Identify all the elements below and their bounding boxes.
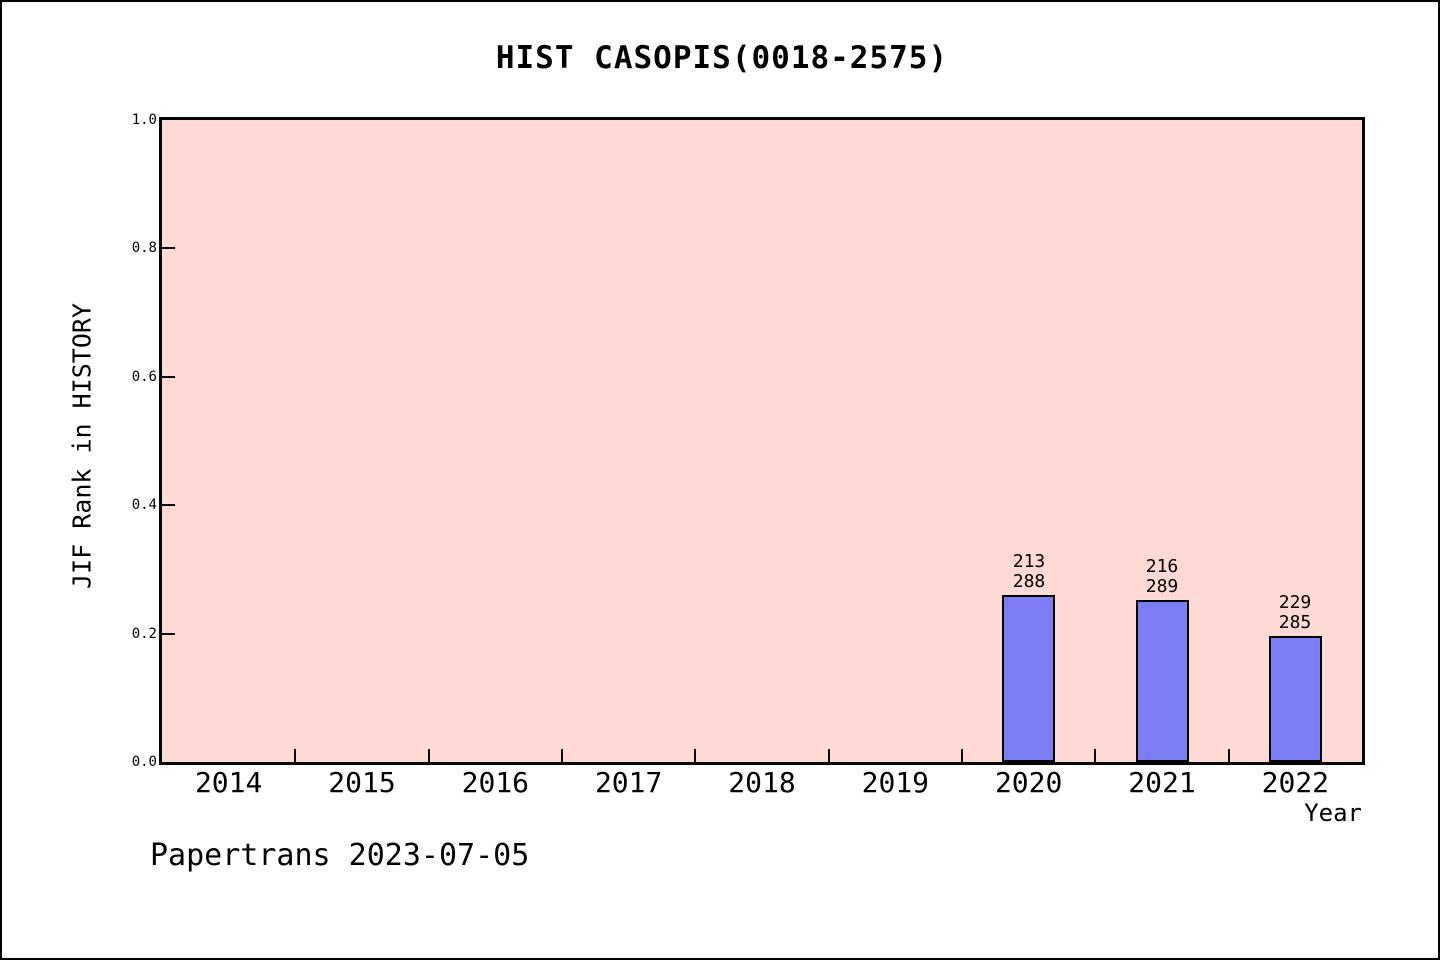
bar-value-label: 229 285 bbox=[1278, 592, 1312, 633]
x-category-label: 2017 bbox=[594, 766, 663, 799]
x-tick-mark bbox=[294, 749, 297, 762]
y-tick-label: 1.0 bbox=[131, 112, 157, 128]
bar-2022 bbox=[1269, 636, 1322, 762]
y-tick-mark bbox=[162, 504, 175, 507]
y-tick-label: 0.0 bbox=[131, 754, 157, 770]
x-tick-mark bbox=[961, 749, 963, 762]
y-tick-label: 0.4 bbox=[131, 497, 157, 514]
x-tick-mark bbox=[1094, 749, 1097, 762]
x-tick-mark bbox=[827, 749, 830, 762]
y-tick-mark bbox=[162, 632, 175, 635]
bar-value-label: 216 289 bbox=[1145, 556, 1179, 597]
y-tick-mark bbox=[162, 247, 175, 250]
plot-area: 213 288 216 289 229 285 bbox=[159, 117, 1365, 765]
chart-title: HIST CASOPIS(0018-2575) bbox=[495, 40, 949, 76]
x-category-label: 2020 bbox=[994, 766, 1063, 799]
bar-2021 bbox=[1136, 600, 1189, 762]
y-axis-label-text: JIF Rank in HISTORY bbox=[67, 303, 97, 589]
y-tick-label: 0.6 bbox=[131, 368, 157, 385]
bar-2020 bbox=[1002, 595, 1055, 762]
y-tick-mark bbox=[162, 375, 175, 378]
watermark-text: Papertrans 2023-07-05 bbox=[150, 838, 530, 873]
x-category-label: 2016 bbox=[461, 766, 530, 799]
x-category-label: 2015 bbox=[328, 766, 396, 799]
x-tick-mark bbox=[427, 749, 430, 762]
x-category-label: 2019 bbox=[861, 766, 930, 799]
x-category-label: 2022 bbox=[1261, 766, 1330, 799]
x-tick-mark bbox=[1227, 749, 1230, 762]
x-tick-mark bbox=[561, 749, 563, 762]
x-category-label: 2014 bbox=[194, 766, 263, 799]
x-category-label: 2018 bbox=[728, 766, 796, 799]
x-category-label: 2021 bbox=[1128, 766, 1196, 799]
x-tick-mark bbox=[694, 749, 697, 762]
y-tick-label: 0.2 bbox=[131, 625, 157, 642]
y-tick-label: 0.8 bbox=[131, 240, 157, 257]
bar-value-label: 213 288 bbox=[1012, 551, 1046, 592]
x-axis-label: Year bbox=[1304, 799, 1362, 827]
